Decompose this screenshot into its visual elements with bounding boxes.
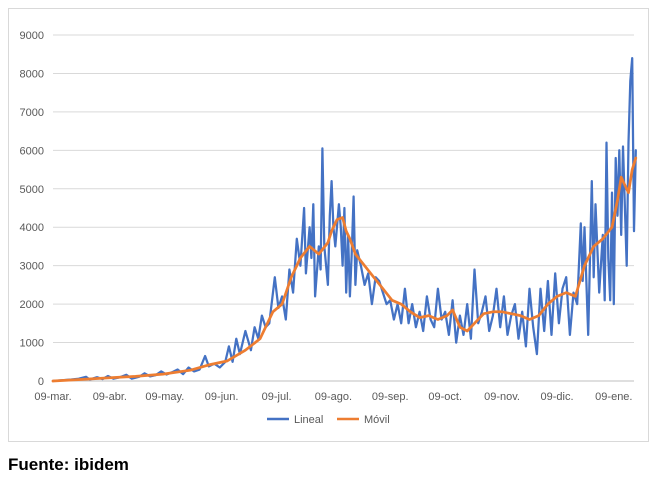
y-tick-label: 5000	[20, 184, 44, 196]
y-tick-label: 8000	[20, 68, 44, 80]
y-tick-label: 7000	[20, 107, 44, 119]
x-tick-label: 09-jun.	[205, 391, 239, 403]
x-axis-layer: 09-mar. 09-abr. 09-may. 09-jun. 09-jul. 09-ag…	[34, 391, 632, 403]
x-tick-label: 09-nov.	[484, 391, 520, 403]
y-axis-layer: 0 1000 2000 3000 4000 5000 6000 7000 8000 9000	[20, 30, 44, 388]
y-tick-label: 6000	[20, 145, 44, 157]
series-layer	[51, 56, 638, 383]
legend-label-2: Móvil	[364, 414, 390, 426]
x-tick-label: 09-oct.	[428, 391, 462, 403]
x-tick-label: 09-may.	[145, 391, 184, 403]
series-line-mvil	[51, 156, 638, 383]
x-tick-label: 09-jul.	[262, 391, 292, 403]
legend-label-1: Lineal	[294, 414, 323, 426]
y-tick-label: 9000	[20, 30, 44, 42]
y-tick-label: 2000	[20, 299, 44, 311]
source-note: Fuente: ibidem	[8, 455, 129, 474]
x-tick-label: 09-ago.	[315, 391, 352, 403]
x-tick-label: 09-mar.	[34, 391, 71, 403]
y-tick-label: 3000	[20, 261, 44, 273]
x-tick-label: 09-sep.	[372, 391, 409, 403]
x-tick-label: 09-abr.	[93, 391, 127, 403]
y-tick-label: 1000	[20, 338, 44, 350]
y-tick-label: 0	[38, 376, 44, 388]
legend: Lineal Móvil	[267, 414, 390, 426]
x-tick-label: 09-ene.	[595, 391, 632, 403]
y-tick-label: 4000	[20, 222, 44, 234]
chart-frame: 0 1000 2000 3000 4000 5000 6000 7000 8000 9000 09…	[8, 8, 649, 442]
x-tick-label: 09-dic.	[541, 391, 574, 403]
line-chart: 0 1000 2000 3000 4000 5000 6000 7000 8000 9000 09…	[20, 30, 638, 426]
